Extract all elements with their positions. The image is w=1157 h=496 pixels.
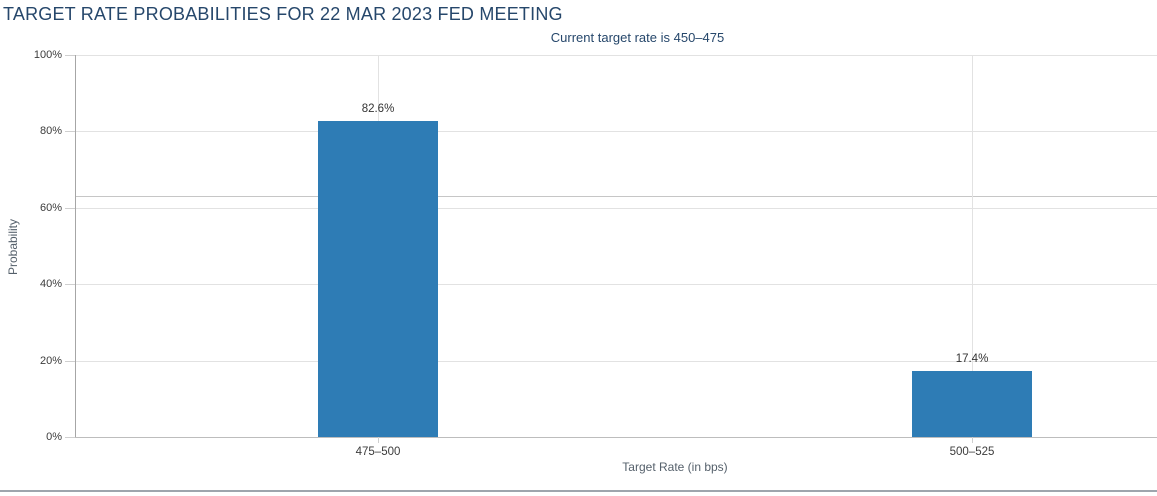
y-tick-label: 60% <box>39 202 62 214</box>
y-tick-label: 20% <box>39 355 62 367</box>
y-tick-label: 80% <box>39 125 62 137</box>
y-axis-tick <box>65 361 75 362</box>
bottom-divider <box>0 490 1157 492</box>
y-gridline <box>75 131 1157 132</box>
x-axis-tick <box>972 437 973 443</box>
x-axis-line <box>75 437 1157 438</box>
plot-area: 82.6% 17.4% <box>75 55 1157 437</box>
y-axis-tick <box>65 437 75 438</box>
y-tick-label: 40% <box>39 278 62 290</box>
y-gridline <box>75 284 1157 285</box>
x-axis-tick <box>378 437 379 443</box>
x-category-label: 475–500 <box>355 446 401 458</box>
y-gridline <box>75 208 1157 209</box>
y-axis-line <box>75 55 76 437</box>
y-gridline <box>75 55 1157 56</box>
chart-title: TARGET RATE PROBABILITIES FOR 22 MAR 202… <box>3 4 563 24</box>
vertical-gridline <box>972 55 973 437</box>
x-category-label: 500–525 <box>949 446 995 458</box>
y-axis-tick <box>65 284 75 285</box>
bar-value-label: 17.4% <box>955 353 989 365</box>
y-axis-tick <box>65 208 75 209</box>
chart-subtitle: Current target rate is 450–475 <box>550 30 725 45</box>
reference-line <box>75 196 1157 197</box>
bar[interactable] <box>318 121 438 437</box>
y-gridline <box>75 361 1157 362</box>
x-axis-title: Target Rate (in bps) <box>622 460 728 474</box>
y-axis-title: Probability <box>6 218 20 276</box>
y-axis-tick <box>65 131 75 132</box>
y-tick-label: 100% <box>33 49 62 61</box>
y-axis-tick <box>65 55 75 56</box>
bar[interactable] <box>912 371 1032 437</box>
bar-value-label: 82.6% <box>361 103 395 115</box>
y-tick-label: 0% <box>46 431 62 443</box>
